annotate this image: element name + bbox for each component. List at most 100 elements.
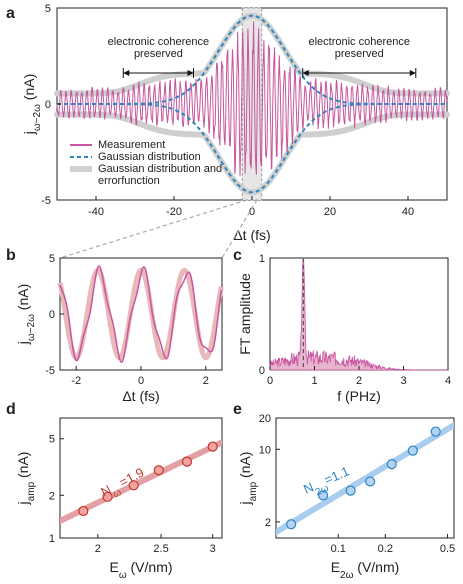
x-tick-label: 0.5 xyxy=(440,543,455,555)
data-point xyxy=(317,490,329,501)
panel-e-xlabel: E2ω (V/nm) xyxy=(331,559,400,581)
panel-a-ticks: -40 -20 0 20 40 -5 0 5 xyxy=(41,3,414,218)
legend-label: Gaussian distribution and errorfunction xyxy=(98,163,222,187)
panel-e: e N2ω=1.1 0.1 0.2 0.5 2 10 20 E2ω (V/nm) jamp… xyxy=(233,401,455,581)
panel-b: b -2 0 2 -5 0 5 Δt (fs) jω−2ω (nA) xyxy=(6,247,224,404)
panel-b-letter: b xyxy=(6,247,16,264)
data-point xyxy=(386,459,397,470)
legend-label: Measurement xyxy=(98,139,165,151)
panel-d-ylabel: jamp (nA) xyxy=(15,452,37,506)
panel-b-plot-area xyxy=(57,265,224,363)
x-tick-label: 1 xyxy=(311,375,317,387)
annotation-arrow-head xyxy=(187,70,194,76)
panel-a-ylabel: jω−2ω (nA) xyxy=(21,74,43,136)
panel-b-ylabel: jω−2ω (nA) xyxy=(15,284,37,346)
y-tick-label: 0 xyxy=(259,365,265,377)
y-tick-label: 20 xyxy=(259,413,271,425)
y-tick-label: 5 xyxy=(49,434,55,446)
annotation-text: preserved xyxy=(335,48,384,60)
x-tick-label: 0 xyxy=(138,375,144,387)
x-tick-label: 0 xyxy=(267,375,273,387)
panel-a-plot-area xyxy=(54,12,450,196)
panel-c-plot-area xyxy=(269,257,448,371)
fit-line xyxy=(57,267,224,361)
panel-d-ticks: 2 2.5 3 1 2 5 xyxy=(49,434,216,555)
data-point xyxy=(345,485,356,496)
fit-label: N2ω=1.1 xyxy=(301,463,354,501)
y-tick-label: 2 xyxy=(49,490,55,502)
y-tick-label: 2 xyxy=(265,517,271,529)
panel-e-frame xyxy=(275,417,455,539)
data-point xyxy=(365,476,376,487)
x-tick-label: 0.1 xyxy=(331,543,346,555)
fit-line xyxy=(276,422,454,536)
panel-d-frame xyxy=(59,417,223,539)
annotation-arrow-head xyxy=(123,70,130,76)
data-point xyxy=(207,441,218,452)
data-point xyxy=(407,445,418,456)
panel-e-plot-area: N2ω=1.1 xyxy=(276,422,454,536)
x-tick-label: 0.2 xyxy=(378,543,393,555)
annotation-arrow-head xyxy=(302,70,309,76)
data-point xyxy=(286,519,297,530)
data-point xyxy=(430,426,441,437)
zoom-connector xyxy=(59,199,258,259)
x-tick-label: -20 xyxy=(166,206,182,218)
x-tick-label: 2 xyxy=(203,375,209,387)
gaussian-lower xyxy=(57,103,447,194)
legend-label: Gaussian distribution xyxy=(98,151,201,163)
x-tick-label: 4 xyxy=(445,375,451,387)
annotation-text: electronic coherence xyxy=(108,36,210,48)
panel-d: d Nω =1.9 2 2.5 3 1 2 5 Eω (V/nm) jamp (nA) xyxy=(6,401,223,581)
y-tick-label: 0 xyxy=(49,309,55,321)
y-tick-label: 5 xyxy=(49,253,55,265)
annotation-text: preserved xyxy=(134,48,183,60)
data-point xyxy=(102,491,113,502)
y-tick-label: 10 xyxy=(259,444,271,456)
x-tick-label: 20 xyxy=(324,206,336,218)
x-tick-label: 0 xyxy=(249,206,255,218)
panel-d-letter: d xyxy=(6,401,16,418)
x-tick-label: 3 xyxy=(400,375,406,387)
x-tick-label: 40 xyxy=(402,206,414,218)
data-point xyxy=(78,505,89,517)
panel-e-ticks: 0.1 0.2 0.5 2 10 20 xyxy=(259,413,455,555)
measurement-line xyxy=(59,265,223,363)
x-tick-label: 2.5 xyxy=(153,543,168,555)
panel-b-xlabel: Δt (fs) xyxy=(122,388,159,404)
panel-a-annotations: electronic coherencepreservedelectronic … xyxy=(108,36,417,78)
y-tick-label: 1 xyxy=(259,253,265,265)
annotation-text: electronic coherence xyxy=(308,36,410,48)
panel-a-letter: a xyxy=(6,5,15,22)
y-tick-label: 5 xyxy=(45,3,51,15)
annotation-arrow-head xyxy=(409,70,416,76)
panel-a: a -40 -20 0 20 40-505 electronic coherencepr… xyxy=(6,3,450,243)
panel-c-xlabel: f (PHz) xyxy=(337,388,381,404)
y-tick-label: 1 xyxy=(49,533,55,545)
ft-spectrum xyxy=(269,257,448,371)
data-point xyxy=(128,480,139,491)
x-tick-label: 3 xyxy=(210,543,216,555)
data-point xyxy=(153,465,164,476)
panel-c-ticks: 0 1 2 3 4 0 1 xyxy=(259,253,451,387)
x-tick-label: -2 xyxy=(71,375,81,387)
panel-d-plot-area: Nω =1.9 xyxy=(60,439,222,524)
panel-c-frame xyxy=(269,257,449,371)
y-tick-label: -5 xyxy=(45,365,55,377)
x-tick-label: 2 xyxy=(356,375,362,387)
data-point xyxy=(181,456,193,467)
x-tick-label: -40 xyxy=(88,206,104,218)
y-tick-label: 0 xyxy=(45,99,51,111)
panel-c-letter: c xyxy=(233,247,242,264)
panel-d-xlabel: Eω (V/nm) xyxy=(109,559,172,581)
x-tick-label: 2 xyxy=(95,543,101,555)
panel-a-xlabel: Δt (fs) xyxy=(233,227,270,243)
panel-e-letter: e xyxy=(233,401,242,418)
panel-b-ticks: -2 0 2 -5 0 5 xyxy=(45,253,209,387)
panel-e-ylabel: jamp (nA) xyxy=(237,452,259,506)
panel-c: c 0 1 2 3 4 0 1 f (PHz) FT amplitude xyxy=(233,247,451,404)
y-tick-label: -5 xyxy=(41,195,51,207)
panel-c-ylabel: FT amplitude xyxy=(237,273,253,355)
